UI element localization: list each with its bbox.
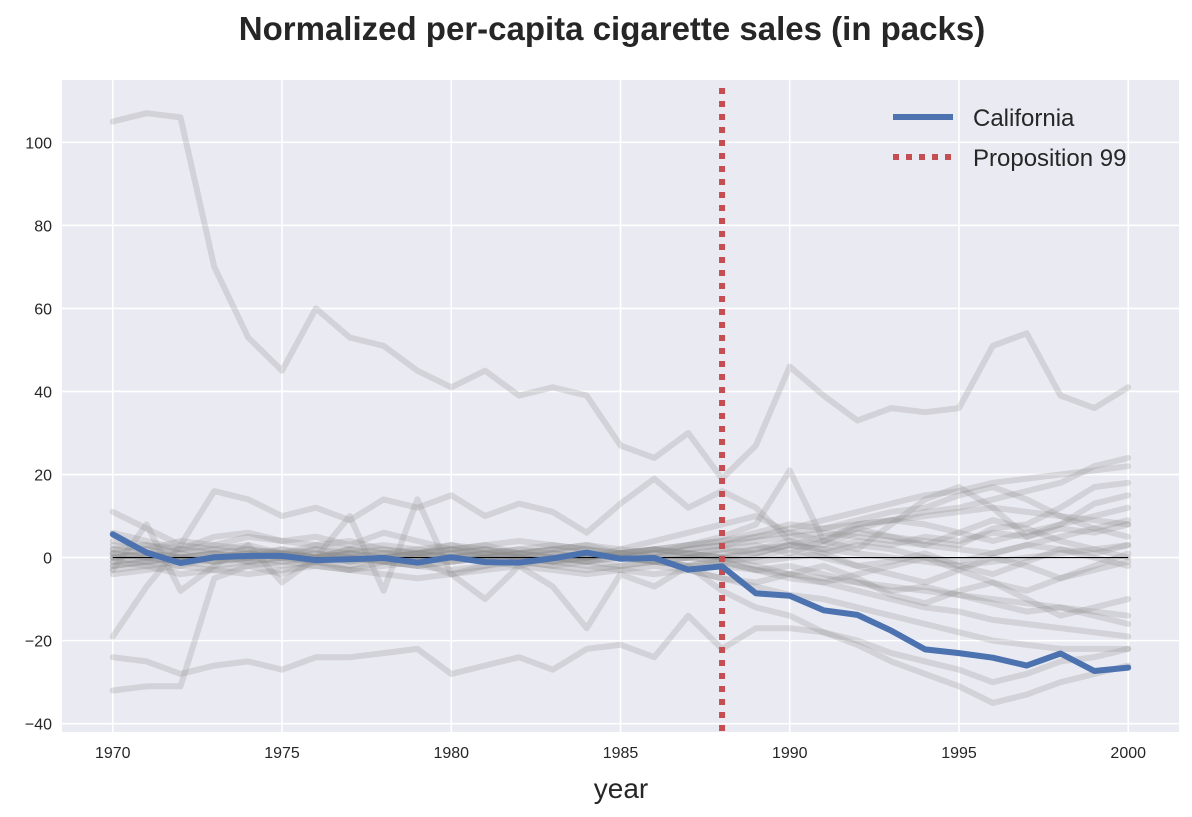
y-tick-label: 40 <box>34 384 52 401</box>
x-tick-label: 1985 <box>603 745 639 762</box>
y-tick-label: −40 <box>25 717 52 734</box>
state-series-line <box>109 562 1132 619</box>
x-tick-label: 1970 <box>95 745 131 762</box>
state-series-line <box>109 496 1132 706</box>
state-series-line <box>109 484 1132 557</box>
california-series-line <box>109 531 1132 674</box>
x-tick-label: 2000 <box>1110 745 1146 762</box>
y-tick-label: 80 <box>34 218 52 235</box>
state-series-line <box>109 504 1132 565</box>
x-tick-label: 1980 <box>433 745 469 762</box>
state-series-line <box>109 538 1132 586</box>
y-tick-labels: −40 −20 0 20 40 60 80 100 <box>25 135 52 733</box>
x-tick-label: 1975 <box>264 745 300 762</box>
state-series-line <box>109 110 1132 482</box>
x-tick-label: 1990 <box>772 745 808 762</box>
state-series-line <box>109 475 1132 549</box>
state-series-line <box>109 554 1132 694</box>
legend-california-label: California <box>973 105 1075 132</box>
x-tick-label: 1995 <box>941 745 977 762</box>
california-line-group <box>109 531 1132 674</box>
x-tick-labels: 1970 1975 1980 1985 1990 1995 2000 <box>95 745 1146 762</box>
y-tick-label: 60 <box>34 301 52 318</box>
y-tick-label: 20 <box>34 468 52 485</box>
legend-proposition-label: Proposition 99 <box>973 145 1126 172</box>
state-series-line <box>109 463 1132 565</box>
y-tick-label: −20 <box>25 634 52 651</box>
y-tick-label: 0 <box>43 551 52 568</box>
y-tick-label: 100 <box>25 135 52 152</box>
state-series-line <box>109 484 1132 557</box>
x-axis-label: year <box>594 773 648 804</box>
chart-title: Normalized per-capita cigarette sales (i… <box>239 10 985 47</box>
state-series-line <box>109 612 1132 686</box>
legend: California Proposition 99 <box>893 105 1126 172</box>
